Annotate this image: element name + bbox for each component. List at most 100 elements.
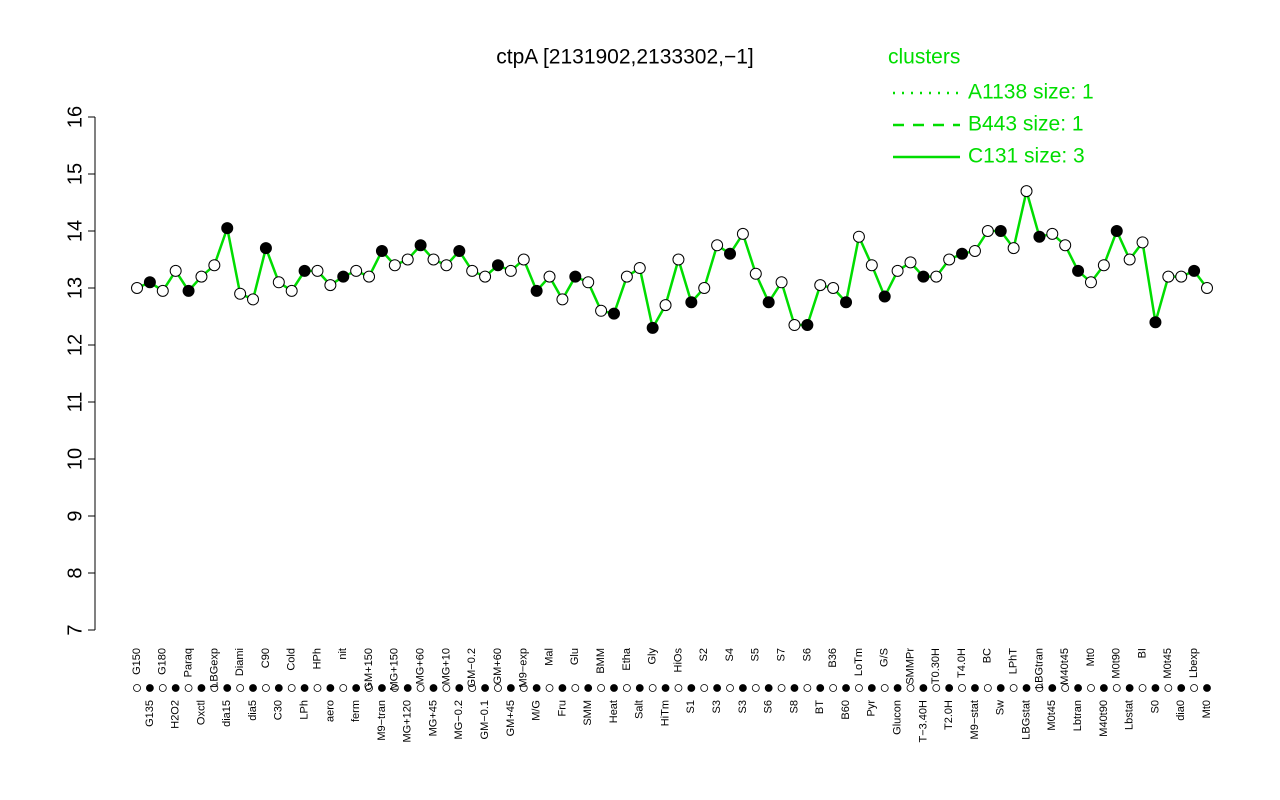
x-tick-label: M40t45	[1059, 648, 1071, 685]
rug-marker	[790, 684, 799, 692]
x-tick-label: Mal	[543, 648, 555, 666]
rug-marker	[197, 684, 206, 692]
rug-marker	[648, 684, 657, 692]
rug-marker	[842, 684, 850, 692]
data-point	[1046, 227, 1059, 240]
x-tick-label: S0	[1149, 700, 1161, 713]
x-tick-label: S7	[775, 648, 787, 661]
data-point	[285, 284, 298, 297]
data-point	[259, 242, 272, 255]
x-tick-label: Mt0	[1085, 648, 1097, 666]
rug-marker	[635, 684, 644, 692]
rug-marker	[919, 684, 928, 692]
rug-marker	[880, 684, 889, 692]
data-point	[904, 256, 917, 269]
rug-marker	[352, 684, 361, 692]
data-point	[169, 264, 182, 277]
x-tick-label: LBGstat	[1020, 700, 1032, 740]
data-point	[350, 264, 363, 277]
y-tick-label: 16	[64, 106, 86, 128]
data-point	[401, 253, 414, 266]
y-tick-label: 8	[64, 567, 86, 578]
y-tick-label: 13	[64, 277, 86, 299]
legend-label: C131 size: 3	[968, 145, 1085, 168]
data-point	[930, 270, 943, 283]
x-tick-label: GM+45	[505, 700, 517, 736]
x-tick-label: ferm	[350, 700, 362, 722]
x-tick-label: MG+60	[415, 648, 427, 684]
x-tick-label: LBGtran	[1033, 648, 1045, 689]
rug-marker	[1112, 684, 1121, 692]
rug-marker	[764, 684, 773, 692]
x-tick-label: Mt0	[1201, 700, 1213, 718]
data-point	[762, 296, 775, 309]
data-point	[556, 293, 569, 306]
rug-marker	[1138, 684, 1147, 692]
rug-marker	[1099, 684, 1108, 692]
data-point	[247, 293, 260, 306]
data-point	[530, 284, 543, 297]
x-tick-label: Gly	[647, 648, 659, 665]
rug-marker	[777, 684, 786, 692]
data-point	[440, 259, 453, 272]
y-tick-label: 14	[64, 220, 86, 242]
x-tick-label: S6	[801, 648, 813, 661]
x-tick-label: GM+60	[492, 648, 504, 684]
rug-marker	[803, 684, 812, 692]
x-tick-label: G135	[144, 700, 156, 727]
data-point	[865, 259, 878, 272]
rug-marker	[558, 684, 567, 692]
x-tick-label: S3	[711, 700, 723, 713]
data-point	[388, 259, 401, 272]
data-point	[736, 227, 749, 240]
x-tick-label: BT	[814, 700, 826, 714]
data-point	[156, 284, 169, 297]
rug-marker	[700, 684, 709, 692]
x-tick-label: MG+45	[427, 700, 439, 736]
y-tick-label: 10	[64, 448, 86, 470]
rug-marker	[365, 684, 373, 692]
rug-marker	[1048, 684, 1057, 692]
x-tick-label: H2O2	[170, 700, 182, 729]
data-point	[1162, 270, 1175, 283]
x-tick-label: HPh	[311, 648, 323, 669]
rug-marker	[1022, 684, 1031, 692]
data-point	[234, 287, 247, 300]
data-point	[324, 279, 337, 292]
rug-marker	[287, 684, 296, 692]
data-point	[466, 264, 479, 277]
rug-marker	[532, 684, 541, 692]
rug-marker	[739, 684, 747, 692]
rug-marker	[971, 684, 979, 692]
legend-label: B443 size: 1	[968, 113, 1084, 136]
x-tick-label: B36	[827, 648, 839, 668]
x-tick-label: SMM	[582, 700, 594, 726]
x-tick-label: GM+150	[363, 648, 375, 691]
data-point	[698, 282, 711, 294]
data-point	[1175, 270, 1188, 283]
data-point	[749, 267, 762, 280]
x-tick-label: Pyr	[866, 700, 878, 717]
x-tick-label: HiOs	[672, 648, 684, 673]
data-point	[569, 270, 582, 283]
x-tick-label: T−3.40H	[917, 700, 929, 743]
x-tick-label: G/S	[879, 648, 891, 667]
x-tick-label: Oxctl	[195, 700, 207, 725]
rug-marker	[300, 684, 309, 692]
data-point	[143, 276, 156, 289]
rug-marker	[893, 684, 902, 692]
data-point	[453, 244, 466, 257]
data-point	[827, 282, 840, 294]
data-point	[491, 259, 504, 272]
x-tick-label: M/G	[531, 700, 543, 721]
y-tick-label: 11	[64, 392, 86, 413]
x-tick-label: M9−exp	[518, 648, 530, 687]
data-point	[968, 244, 981, 257]
data-point	[1007, 242, 1020, 255]
y-tick-label: 15	[64, 163, 86, 185]
rug-marker	[1177, 684, 1186, 692]
rug-marker	[751, 684, 760, 692]
data-point	[917, 270, 930, 283]
x-tick-label: Diami	[234, 648, 246, 676]
rug-marker	[158, 684, 167, 692]
